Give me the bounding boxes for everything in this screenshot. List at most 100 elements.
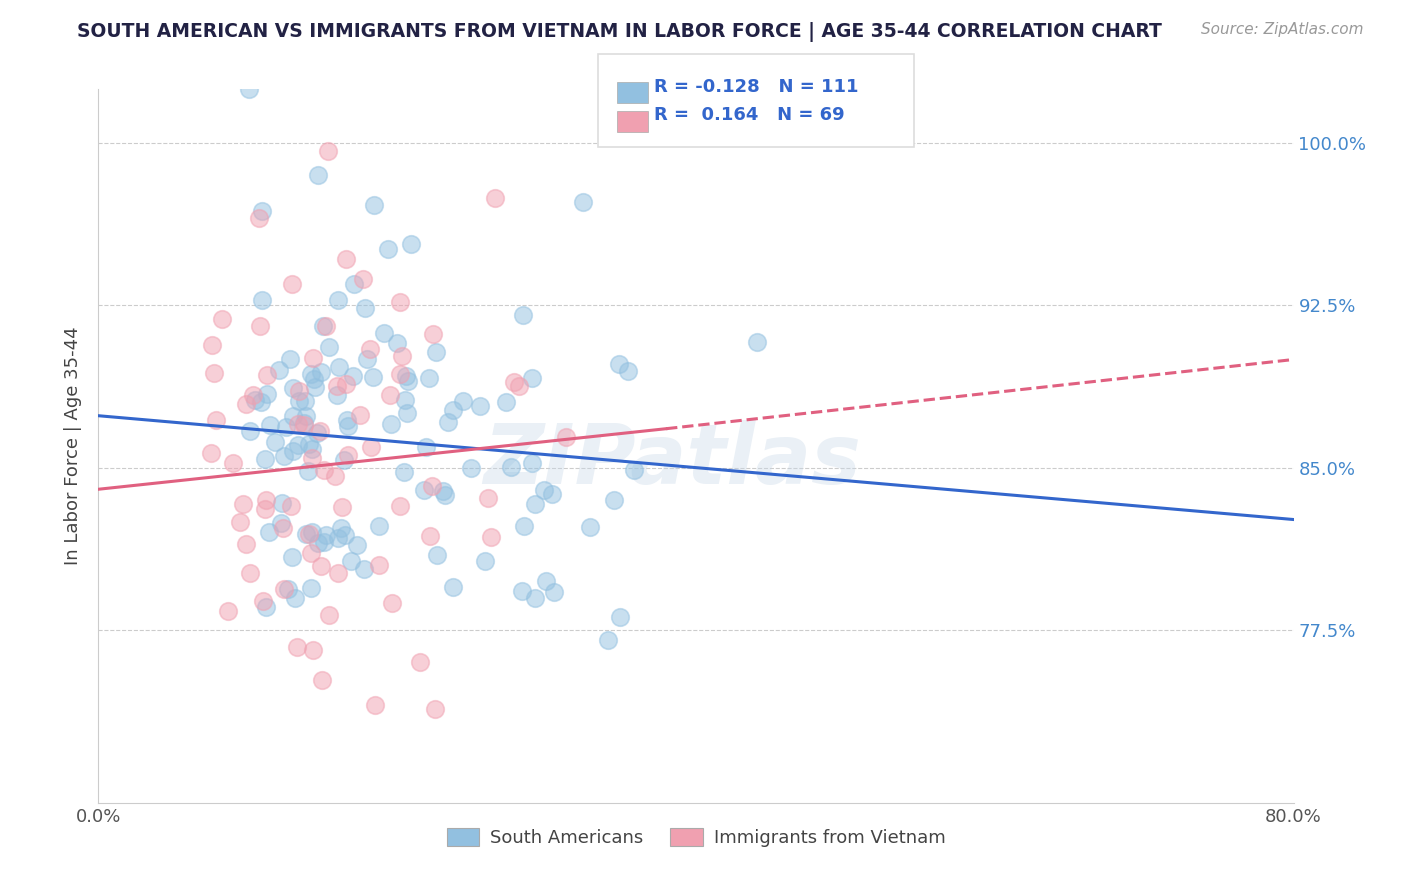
Point — [249, 319, 271, 334]
Point — [328, 359, 350, 374]
Point — [533, 483, 555, 498]
Point — [468, 399, 491, 413]
Point — [253, 502, 276, 516]
Point — [353, 301, 375, 315]
Point — [460, 461, 482, 475]
Point — [337, 418, 360, 433]
Point — [239, 424, 262, 438]
Point — [239, 566, 262, 580]
Point — [301, 525, 323, 540]
Point — [512, 308, 534, 322]
Point — [232, 497, 254, 511]
Point — [572, 194, 595, 209]
Point — [250, 395, 273, 409]
Point — [326, 531, 349, 545]
Point — [603, 492, 626, 507]
Point — [333, 452, 356, 467]
Point — [328, 293, 350, 307]
Point — [311, 318, 333, 333]
Point — [522, 456, 544, 470]
Point — [332, 500, 354, 514]
Point — [399, 236, 422, 251]
Point — [418, 371, 440, 385]
Point — [352, 271, 374, 285]
Point — [273, 449, 295, 463]
Point — [287, 438, 309, 452]
Point — [294, 394, 316, 409]
Point — [437, 415, 460, 429]
Point — [523, 591, 546, 606]
Point — [745, 334, 768, 349]
Point — [394, 392, 416, 407]
Text: Source: ZipAtlas.com: Source: ZipAtlas.com — [1201, 22, 1364, 37]
Point — [536, 574, 558, 588]
Point — [335, 252, 357, 266]
Point — [623, 463, 645, 477]
Point — [252, 594, 274, 608]
Point — [270, 495, 292, 509]
Point — [269, 363, 291, 377]
Point — [388, 499, 411, 513]
Point — [326, 379, 349, 393]
Point — [513, 519, 536, 533]
Point — [259, 417, 281, 432]
Point — [315, 318, 337, 333]
Point — [495, 395, 517, 409]
Point — [349, 408, 371, 422]
Point — [363, 198, 385, 212]
Point — [235, 537, 257, 551]
Point — [396, 374, 419, 388]
Point — [256, 368, 278, 383]
Point — [389, 367, 412, 381]
Point — [318, 339, 340, 353]
Point — [309, 558, 332, 573]
Point — [392, 465, 415, 479]
Point — [307, 536, 329, 550]
Point — [274, 420, 297, 434]
Point — [316, 145, 339, 159]
Point — [253, 452, 276, 467]
Point — [342, 277, 364, 291]
Point — [396, 405, 419, 419]
Point — [336, 413, 359, 427]
Point — [287, 393, 309, 408]
Point — [388, 294, 411, 309]
Point — [484, 191, 506, 205]
Point — [280, 277, 302, 292]
Point — [342, 369, 364, 384]
Point — [413, 483, 436, 497]
Point — [263, 435, 285, 450]
Point — [295, 526, 318, 541]
Point — [309, 365, 332, 379]
Point — [270, 516, 292, 530]
Point — [373, 326, 395, 340]
Point — [301, 451, 323, 466]
Y-axis label: In Labor Force | Age 35-44: In Labor Force | Age 35-44 — [65, 326, 83, 566]
Point — [280, 499, 302, 513]
Point — [346, 538, 368, 552]
Point — [235, 397, 257, 411]
Point — [259, 525, 281, 540]
Point — [217, 604, 239, 618]
Point — [422, 327, 444, 342]
Point — [299, 367, 322, 381]
Point — [420, 479, 443, 493]
Point — [254, 492, 277, 507]
Point — [609, 358, 631, 372]
Point — [297, 526, 319, 541]
Point — [283, 409, 305, 424]
Point — [273, 582, 295, 597]
Point — [250, 293, 273, 307]
Point — [391, 349, 413, 363]
Text: ZIPatlas: ZIPatlas — [484, 420, 860, 500]
Point — [432, 483, 454, 498]
Point — [596, 633, 619, 648]
Point — [211, 312, 233, 326]
Point — [318, 607, 340, 622]
Point — [229, 515, 252, 529]
Point — [280, 352, 302, 367]
Point — [368, 518, 391, 533]
Point — [441, 580, 464, 594]
Point — [337, 448, 360, 462]
Point — [381, 597, 404, 611]
